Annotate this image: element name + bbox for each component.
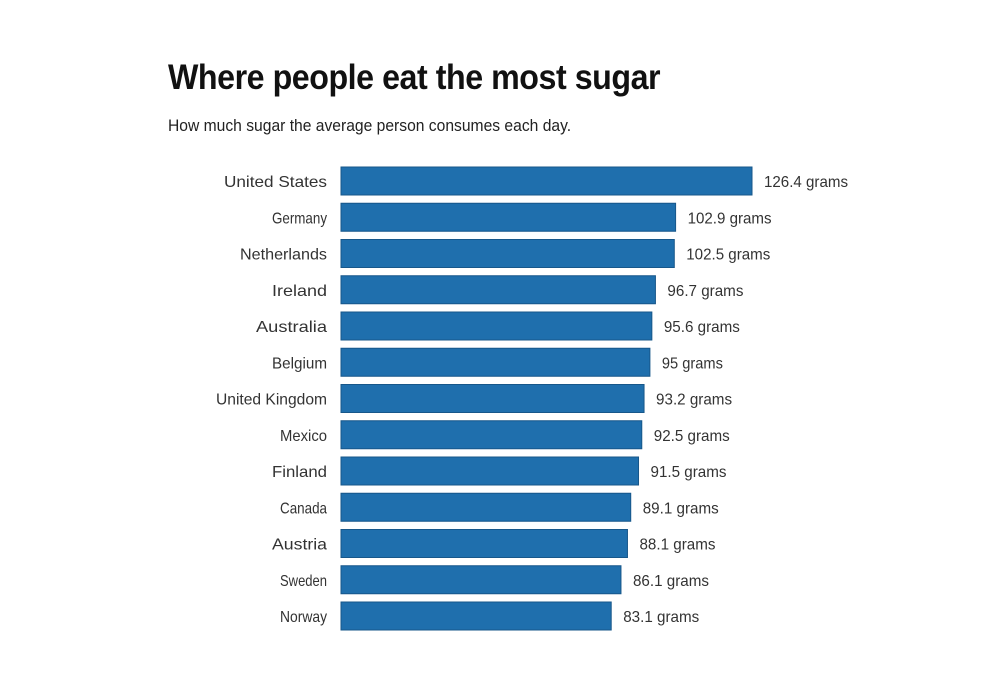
category-label: Netherlands <box>240 247 327 264</box>
bar <box>340 492 632 522</box>
bar <box>340 347 651 377</box>
value-label: 95.6 grams <box>664 319 740 336</box>
bar <box>340 202 677 232</box>
value-label: 95 grams <box>662 355 723 372</box>
value-label: 93.2 grams <box>656 392 732 409</box>
bar <box>340 456 640 486</box>
bar <box>340 565 622 595</box>
value-label: 92.5 grams <box>654 428 730 445</box>
value-label: 88.1 grams <box>639 537 715 554</box>
value-label: 102.9 grams <box>688 210 772 227</box>
category-label: Finland <box>272 464 327 481</box>
category-label: Australia <box>256 319 327 336</box>
category-label: United States <box>224 174 327 191</box>
category-label: Norway <box>280 609 327 626</box>
bar <box>340 311 653 341</box>
category-label: Canada <box>280 500 327 517</box>
category-label: Belgium <box>272 355 327 372</box>
category-label: Germany <box>272 210 327 227</box>
value-label: 91.5 grams <box>651 464 727 481</box>
bar <box>340 384 645 413</box>
value-label: 126.4 grams <box>764 174 848 191</box>
bar <box>340 239 675 268</box>
category-label: Austria <box>272 537 327 554</box>
category-label: Sweden <box>280 573 327 590</box>
category-label: Mexico <box>280 428 327 445</box>
bar <box>340 166 753 196</box>
category-label: Ireland <box>272 283 327 300</box>
chart-subtitle: How much sugar the average person consum… <box>168 116 572 135</box>
value-label: 89.1 grams <box>643 500 719 517</box>
value-label: 96.7 grams <box>667 283 743 300</box>
chart-title: Where people eat the most sugar <box>168 58 661 97</box>
value-label: 86.1 grams <box>633 573 709 590</box>
value-label: 83.1 grams <box>623 609 699 626</box>
bar <box>340 601 612 631</box>
bar <box>340 275 656 305</box>
bar <box>340 420 643 450</box>
bar <box>340 529 628 558</box>
value-label: 102.5 grams <box>686 247 770 264</box>
category-label: United Kingdom <box>216 392 327 409</box>
